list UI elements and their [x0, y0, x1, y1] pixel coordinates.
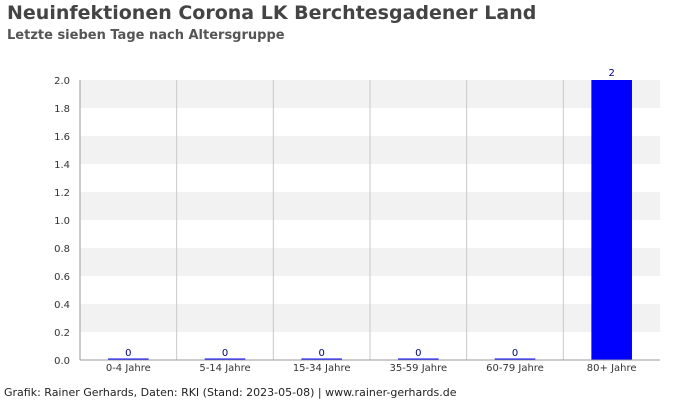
axes: [79, 80, 660, 361]
data-label: 0: [318, 348, 324, 359]
bars: [108, 80, 632, 360]
data-label: 0: [512, 348, 518, 359]
x-tick-label: 15-34 Jahre: [293, 363, 351, 374]
y-tick-label: 1.0: [54, 216, 70, 227]
x-tick-label: 0-4 Jahre: [106, 363, 151, 374]
x-tick-label: 35-59 Jahre: [389, 363, 447, 374]
y-tick-label: 0.6: [54, 272, 70, 283]
y-tick-label: 1.6: [54, 132, 70, 143]
y-tick-label: 2.0: [54, 76, 70, 87]
y-tick-label: 1.4: [54, 160, 70, 171]
y-tick-label: 1.2: [54, 188, 70, 199]
x-tick-label: 60-79 Jahre: [486, 363, 544, 374]
y-axis-ticks: 0.0 0.2 0.4 0.6 0.8 1.0 1.2 1.4 1.6 1.8 2.0: [54, 76, 70, 367]
bar: [204, 358, 246, 360]
x-axis-ticks: 0-4 Jahre 5-14 Jahre 15-34 Jahre 35-59 Jahr…: [106, 363, 637, 374]
bar: [494, 358, 536, 360]
x-tick-label: 5-14 Jahre: [199, 363, 250, 374]
vertical-gridlines: [176, 80, 564, 360]
chart-subtitle: Letzte sieben Tage nach Altersgruppe: [7, 28, 285, 43]
data-label: 0: [222, 348, 228, 359]
data-labels: 0 0 0 0 0 2: [125, 68, 615, 359]
data-label: 2: [608, 68, 614, 79]
data-label: 0: [415, 348, 421, 359]
bar: [398, 358, 439, 360]
y-tick-label: 1.8: [54, 104, 70, 115]
x-tick-label: 80+ Jahre: [587, 363, 637, 374]
bar: [591, 80, 632, 360]
source-footer: Grafik: Rainer Gerhards, Daten: RKI (Sta…: [4, 386, 457, 399]
bar: [108, 358, 149, 360]
y-tick-label: 0.0: [54, 356, 70, 367]
y-tick-label: 0.8: [54, 244, 70, 255]
y-tick-label: 0.4: [54, 300, 70, 311]
bar: [301, 358, 342, 360]
data-label: 0: [125, 348, 131, 359]
chart-title: Neuinfektionen Corona LK Berchtesgadener…: [7, 2, 537, 24]
y-tick-label: 0.2: [54, 328, 70, 339]
